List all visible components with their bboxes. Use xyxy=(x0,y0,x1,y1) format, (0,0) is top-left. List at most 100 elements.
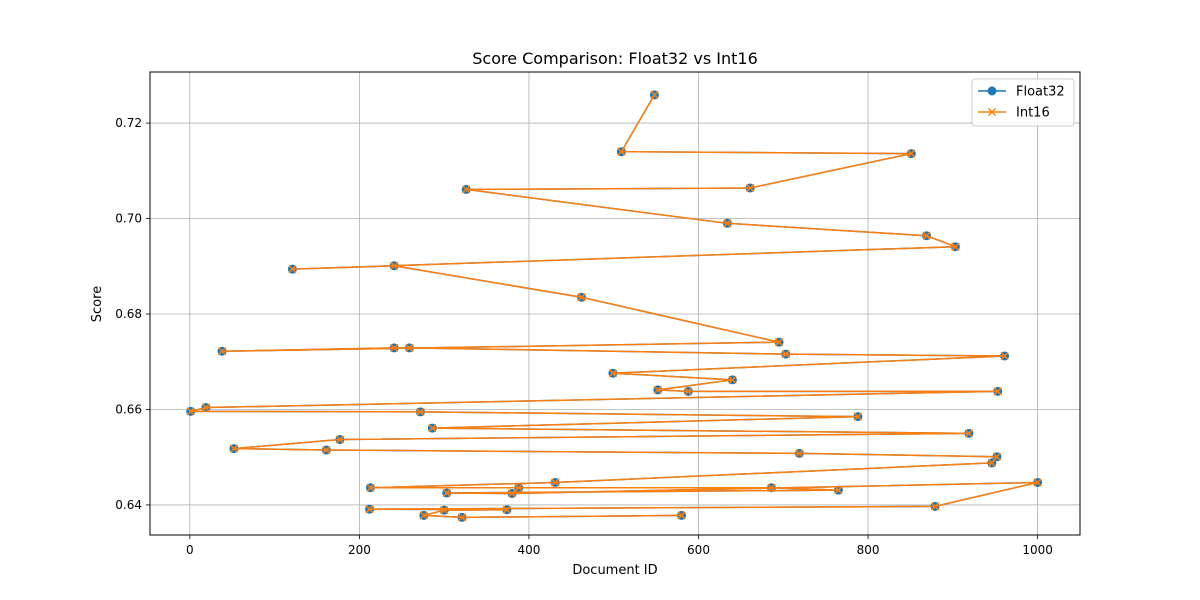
chart-title: Score Comparison: Float32 vs Int16 xyxy=(472,49,758,68)
x-marker-stroke xyxy=(335,435,345,444)
x-marker-stroke xyxy=(462,185,471,194)
data-point-int16 xyxy=(440,506,449,515)
x-marker-stroke xyxy=(728,375,737,385)
x-tick-label: 0 xyxy=(186,543,194,557)
data-point-int16 xyxy=(507,489,517,498)
data-point-int16 xyxy=(653,385,662,395)
data-point-int16 xyxy=(390,343,399,353)
data-point-int16 xyxy=(922,231,931,240)
x-marker-stroke xyxy=(1000,351,1009,361)
x-marker-stroke xyxy=(405,343,414,353)
x-marker-stroke xyxy=(502,505,512,514)
x-marker-stroke xyxy=(1033,478,1042,487)
data-point-int16 xyxy=(746,183,755,193)
x-marker-stroke xyxy=(987,458,996,468)
x-marker-stroke xyxy=(229,444,239,453)
data-point-int16 xyxy=(366,483,375,492)
data-point-int16 xyxy=(288,265,297,274)
data-point-int16 xyxy=(322,445,331,455)
x-marker-stroke xyxy=(723,219,732,228)
x-marker-stroke xyxy=(781,349,790,359)
data-point-int16 xyxy=(1000,351,1009,361)
data-point-int16 xyxy=(767,483,776,492)
legend-swatch-marker xyxy=(987,107,997,117)
x-marker-stroke xyxy=(457,513,467,522)
data-point-int16 xyxy=(617,147,626,156)
legend-swatch-marker xyxy=(987,86,997,96)
data-point-int16 xyxy=(728,375,737,385)
x-marker-stroke xyxy=(507,489,517,498)
data-point-int16 xyxy=(907,149,916,158)
x-marker-stroke xyxy=(514,483,523,492)
x-marker-stroke xyxy=(922,231,931,240)
data-point-int16 xyxy=(442,488,451,498)
data-point-int16 xyxy=(365,505,374,514)
x-marker-stroke xyxy=(390,343,399,353)
data-point-int16 xyxy=(964,429,974,438)
legend-label: Float32 xyxy=(1016,85,1065,100)
x-marker-stroke xyxy=(774,338,784,347)
x-marker-stroke xyxy=(440,506,449,515)
data-point-int16 xyxy=(335,435,345,444)
data-point-int16 xyxy=(577,293,586,302)
series-int16 xyxy=(186,90,1042,522)
series-layer xyxy=(186,90,1043,522)
x-marker-stroke xyxy=(853,412,863,421)
data-point-int16 xyxy=(390,261,399,270)
plot-frame xyxy=(149,71,1081,536)
x-marker-stroke xyxy=(217,347,227,356)
data-point-int16 xyxy=(428,423,437,433)
x-marker-stroke xyxy=(366,483,375,492)
y-tick-label: 0.66 xyxy=(115,402,142,416)
y-tick-label: 0.70 xyxy=(115,212,142,226)
x-marker-stroke xyxy=(653,385,662,395)
data-point-int16 xyxy=(795,449,804,458)
x-marker-stroke xyxy=(551,478,560,487)
y-tick-label: 0.68 xyxy=(115,307,142,321)
x-marker-stroke xyxy=(577,293,586,302)
data-point-int16 xyxy=(608,369,618,378)
x-marker-stroke xyxy=(987,107,997,117)
data-point-int16 xyxy=(951,242,960,251)
x-tick-label: 1000 xyxy=(1022,543,1053,557)
x-marker-stroke xyxy=(416,407,425,416)
data-point-int16 xyxy=(723,219,732,228)
ticks-layer: 0 200 400 600 800 1000 0.64 0.66 0.68 0.70 0.72 xyxy=(115,116,1053,557)
data-point-int16 xyxy=(419,511,428,520)
x-marker-stroke xyxy=(617,147,626,156)
x-marker-stroke xyxy=(390,261,399,270)
x-marker-stroke xyxy=(992,452,1002,461)
data-point-int16 xyxy=(677,511,686,520)
x-marker-stroke xyxy=(746,183,755,193)
x-marker-stroke xyxy=(795,449,804,458)
data-point-int16 xyxy=(462,185,471,194)
y-axis-label: Score xyxy=(90,286,105,322)
data-point-int16 xyxy=(416,407,425,416)
x-marker-stroke xyxy=(608,369,618,378)
x-marker-stroke xyxy=(677,511,686,520)
x-marker-stroke xyxy=(442,488,451,498)
x-marker-stroke xyxy=(993,387,1002,396)
legend-label: Int16 xyxy=(1016,106,1050,121)
x-marker-stroke xyxy=(930,502,940,511)
legend-item-float32: Float32 xyxy=(978,85,1065,100)
data-point-int16 xyxy=(186,407,195,416)
y-tick-label: 0.72 xyxy=(115,116,142,130)
x-marker-stroke xyxy=(907,149,916,158)
x-marker-stroke xyxy=(322,445,331,455)
data-point-int16 xyxy=(551,478,560,487)
data-point-int16 xyxy=(774,338,784,347)
data-point-int16 xyxy=(993,387,1002,396)
y-tick-label: 0.64 xyxy=(115,498,142,512)
x-marker-stroke xyxy=(186,407,195,416)
data-point-int16 xyxy=(405,343,414,353)
x-marker-stroke xyxy=(834,486,843,495)
x-marker-stroke xyxy=(288,265,297,274)
data-point-int16 xyxy=(992,452,1002,461)
data-point-int16 xyxy=(201,403,211,412)
data-point-int16 xyxy=(684,387,693,396)
data-point-int16 xyxy=(457,513,467,522)
data-point-int16 xyxy=(502,505,512,514)
x-marker-stroke xyxy=(767,483,776,492)
